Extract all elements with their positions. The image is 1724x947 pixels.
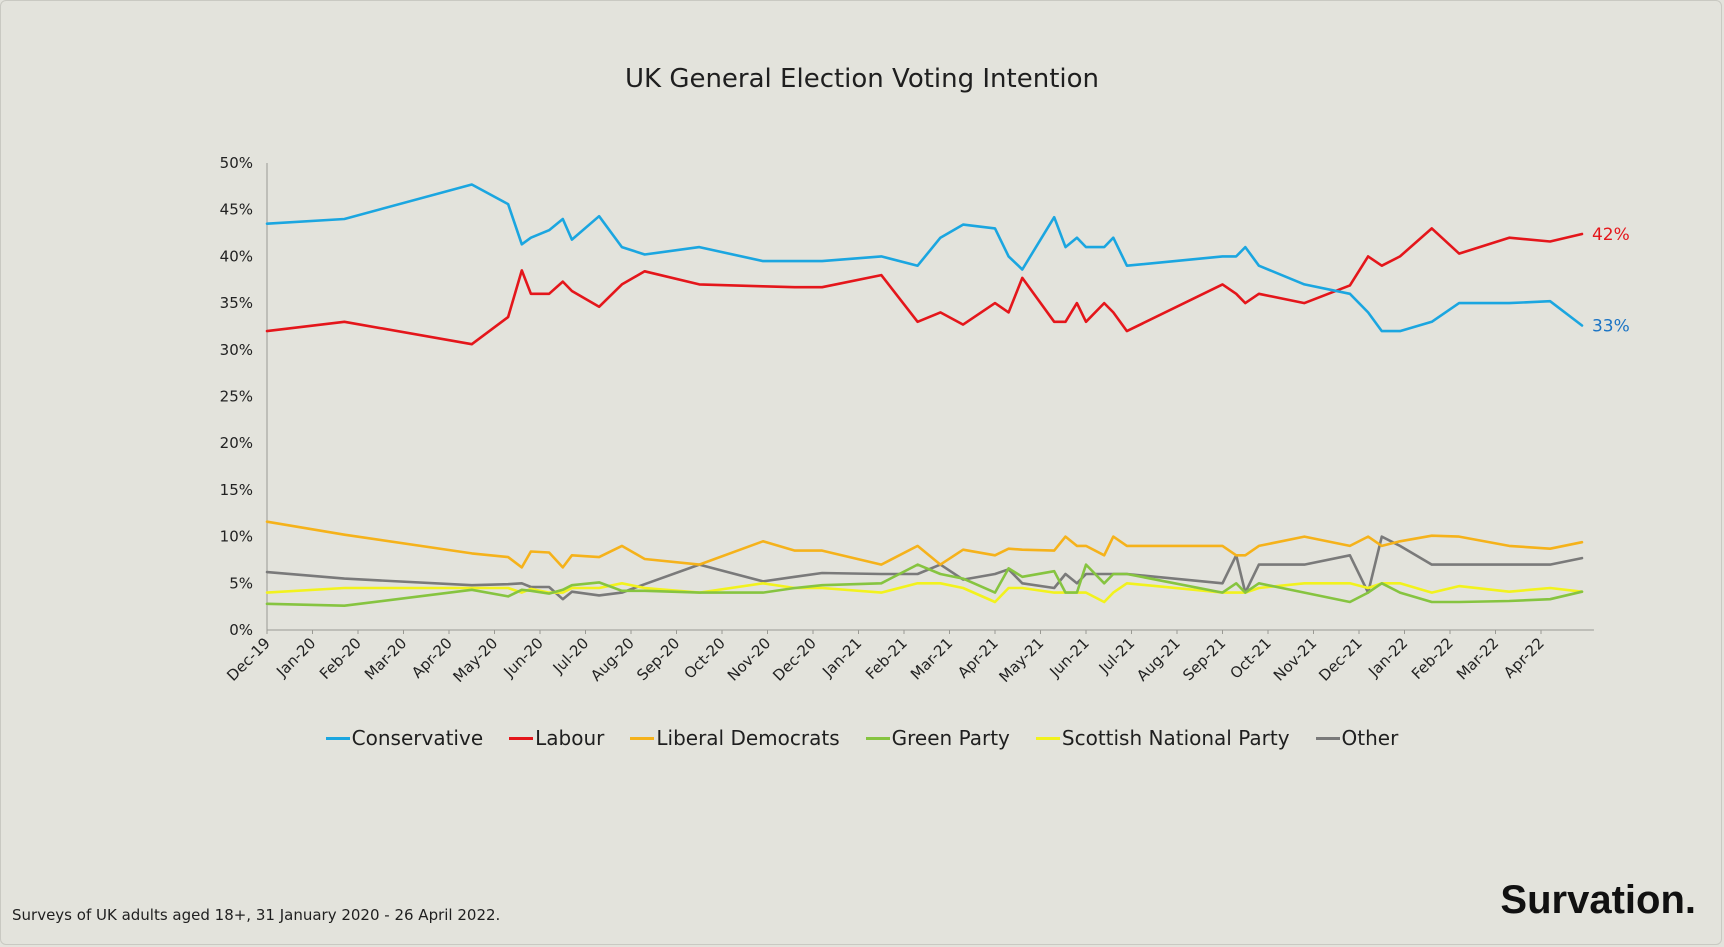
x-tick-label: Jan-22 <box>1364 634 1411 681</box>
legend-label: Labour <box>535 726 605 750</box>
brand-logo: Survation. <box>1500 878 1696 922</box>
y-tick-label: 10% <box>220 528 253 546</box>
x-tick-label: May-20 <box>450 634 502 686</box>
x-tick-label: Nov-21 <box>1270 634 1320 684</box>
y-tick-label: 35% <box>220 294 253 312</box>
x-tick-label: Sep-21 <box>1179 634 1229 684</box>
x-tick-label: Nov-20 <box>724 634 774 684</box>
legend-item: Green Party <box>865 726 1010 750</box>
x-tick-label: Dec-19 <box>223 634 274 685</box>
series-line-green-party <box>265 563 1584 608</box>
series-line-labour <box>265 227 1584 346</box>
x-tick-label: Jun-21 <box>1045 634 1092 681</box>
y-tick-label: 20% <box>220 434 253 452</box>
chart-title: UK General Election Voting Intention <box>624 64 1100 94</box>
y-tick-label: 50% <box>220 154 253 172</box>
x-tick-label: Feb-21 <box>862 634 911 683</box>
series-line-liberal-democrats <box>265 520 1584 569</box>
legend: Conservative Labour Liberal Democrats Green… <box>0 726 1724 750</box>
x-tick-label: Jan-20 <box>272 634 319 681</box>
x-tick-label: Dec-20 <box>769 634 820 685</box>
x-tick-label: Oct-21 <box>1226 634 1274 682</box>
legend-item: Conservative <box>325 726 484 750</box>
legend-swatch <box>630 736 655 740</box>
y-tick-label: 40% <box>220 247 253 265</box>
x-tick-label: Feb-22 <box>1408 634 1457 683</box>
x-tick-label: Dec-21 <box>1315 634 1366 685</box>
x-tick-label: Jul-21 <box>1095 634 1139 678</box>
x-tick-label: Feb-20 <box>316 634 365 683</box>
legend-swatch <box>325 736 350 740</box>
y-tick-label: 45% <box>220 201 253 219</box>
legend-label: Scottish National Party <box>1061 726 1290 750</box>
x-tick-label: Oct-20 <box>680 634 728 682</box>
legend-swatch <box>865 736 890 740</box>
legend-item: Labour <box>509 726 604 750</box>
x-tick-label: Mar-22 <box>1453 634 1502 683</box>
y-tick-label: 25% <box>220 388 253 406</box>
legend-swatch <box>1315 736 1340 740</box>
end-labels: 42% 33% <box>1592 225 1630 337</box>
legend-label: Conservative <box>351 726 484 750</box>
series-line-conservative <box>265 183 1584 333</box>
series-line-scottish-national-party <box>265 581 1584 604</box>
y-tick-label: 30% <box>220 341 253 359</box>
series-lines <box>265 183 1584 608</box>
x-tick-label: Apr-20 <box>408 634 456 682</box>
legend-item: Liberal Democrats <box>630 726 840 750</box>
x-tick-label: Mar-21 <box>907 634 956 683</box>
x-tick-label: Jun-20 <box>499 634 546 681</box>
legend-item: Other <box>1315 726 1399 750</box>
x-tick-label: Jan-21 <box>818 634 865 681</box>
x-tick-label: May-21 <box>996 634 1048 686</box>
axes: 0%5%10%15%20%25%30%35%40%45%50%Dec-19 Jan… <box>220 154 1594 686</box>
y-tick-label: 15% <box>220 481 253 499</box>
y-tick-label: 5% <box>229 574 253 592</box>
legend-swatch <box>1035 736 1060 740</box>
end-label-labour: 42% <box>1592 225 1630 245</box>
footnote: Surveys of UK adults aged 18+, 31 Januar… <box>12 906 501 924</box>
y-tick-label: 0% <box>229 621 253 639</box>
x-tick-label: Apr-21 <box>954 634 1002 682</box>
legend-label: Liberal Democrats <box>656 726 840 750</box>
x-tick-label: Mar-20 <box>361 634 410 683</box>
legend-label: Green Party <box>891 726 1010 750</box>
legend-label: Other <box>1341 726 1399 750</box>
x-tick-label: Jul-20 <box>549 634 593 678</box>
x-tick-label: Apr-22 <box>1500 634 1548 682</box>
x-tick-label: Sep-20 <box>633 634 683 684</box>
legend-swatch <box>509 736 534 740</box>
x-tick-label: Aug-20 <box>587 634 638 685</box>
legend-item: Scottish National Party <box>1035 726 1290 750</box>
x-tick-label: Aug-21 <box>1133 634 1184 685</box>
end-label-conservative: 33% <box>1592 317 1630 337</box>
